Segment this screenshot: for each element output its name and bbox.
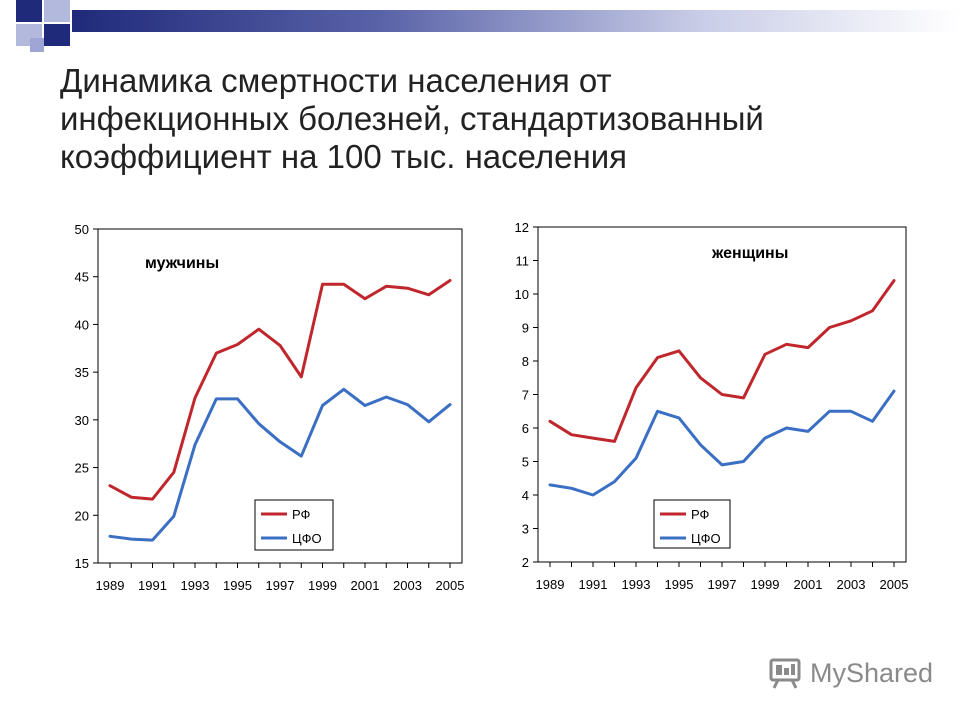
y-tick-label: 40 (75, 317, 89, 332)
legend: РФ ЦФО (254, 499, 334, 551)
y-tick-label: 25 (75, 461, 89, 476)
legend-entry: РФ (691, 507, 710, 522)
x-tick-label: 1993 (181, 578, 210, 593)
x-tick-label: 1991 (579, 577, 608, 592)
watermark: MyShared (768, 656, 933, 690)
presentation-board-icon (769, 658, 801, 689)
y-tick-label: 11 (516, 254, 530, 269)
legend-entry: РФ (292, 507, 311, 522)
y-tick-label: 2 (522, 555, 529, 570)
slide-title-line-2: инфекционных болезней, стандартизованный (60, 100, 764, 137)
y-tick-label: 8 (522, 354, 529, 369)
series-line-rf (548, 279, 896, 443)
y-tick-label: 50 (75, 222, 89, 237)
x-tick-label: 1997 (708, 577, 737, 592)
chart-label: женщины (711, 245, 788, 262)
y-tick-label: 3 (522, 522, 529, 537)
y-tick-label: 9 (522, 321, 529, 336)
legend: РФ ЦФО (653, 499, 731, 549)
series-line-rf (108, 279, 452, 501)
x-tick-label: 1999 (308, 578, 337, 593)
y-tick-label: 12 (515, 220, 529, 235)
decor-square-light-1 (44, 0, 70, 22)
x-tick-label: 2005 (436, 578, 465, 593)
y-tick-label: 5 (522, 455, 529, 470)
y-tick-label: 30 (75, 413, 89, 428)
legend-entry: ЦФО (292, 531, 322, 546)
x-tick-label: 1997 (266, 578, 295, 593)
x-tick-label: 2003 (837, 577, 866, 592)
legend-entry: ЦФО (691, 531, 721, 546)
y-tick-label: 7 (522, 388, 529, 403)
x-tick-label: 1995 (665, 577, 694, 592)
chart-label: мужчины (145, 255, 219, 272)
decor-square-dark-1 (16, 0, 42, 22)
x-tick-label: 1999 (751, 577, 780, 592)
x-tick-label: 2005 (880, 577, 909, 592)
watermark-text: MyShared (810, 657, 934, 688)
y-tick-label: 6 (522, 421, 529, 436)
x-tick-label: 2001 (794, 577, 823, 592)
decor-top-bar (72, 10, 960, 32)
x-tick-label: 2001 (351, 578, 380, 593)
legend-box (653, 499, 731, 549)
x-tick-label: 1989 (536, 577, 565, 592)
x-tick-label: 1991 (138, 578, 167, 593)
y-tick-label: 10 (515, 287, 529, 302)
series-line-cfo (108, 387, 452, 542)
x-tick-label: 2003 (393, 578, 422, 593)
y-tick-label: 4 (522, 488, 529, 503)
y-tick-label: 35 (75, 365, 89, 380)
series-line-cfo (548, 389, 896, 497)
x-tick-label: 1995 (223, 578, 252, 593)
x-tick-label: 1989 (96, 578, 125, 593)
x-tick-label: 1993 (622, 577, 651, 592)
y-tick-label: 20 (75, 508, 89, 523)
y-tick-label: 45 (75, 270, 89, 285)
slide-title: Динамика смертности населения от инфекци… (60, 62, 900, 176)
slide-title-line-1: Динамика смертности населения от (60, 62, 612, 99)
y-tick-label: 15 (75, 556, 89, 571)
slide-title-line-3: коэффициент на 100 тыс. населения (60, 138, 628, 175)
decor-square-light-3 (30, 38, 44, 52)
decor-square-dark-2 (44, 24, 70, 46)
legend-box (254, 499, 334, 551)
